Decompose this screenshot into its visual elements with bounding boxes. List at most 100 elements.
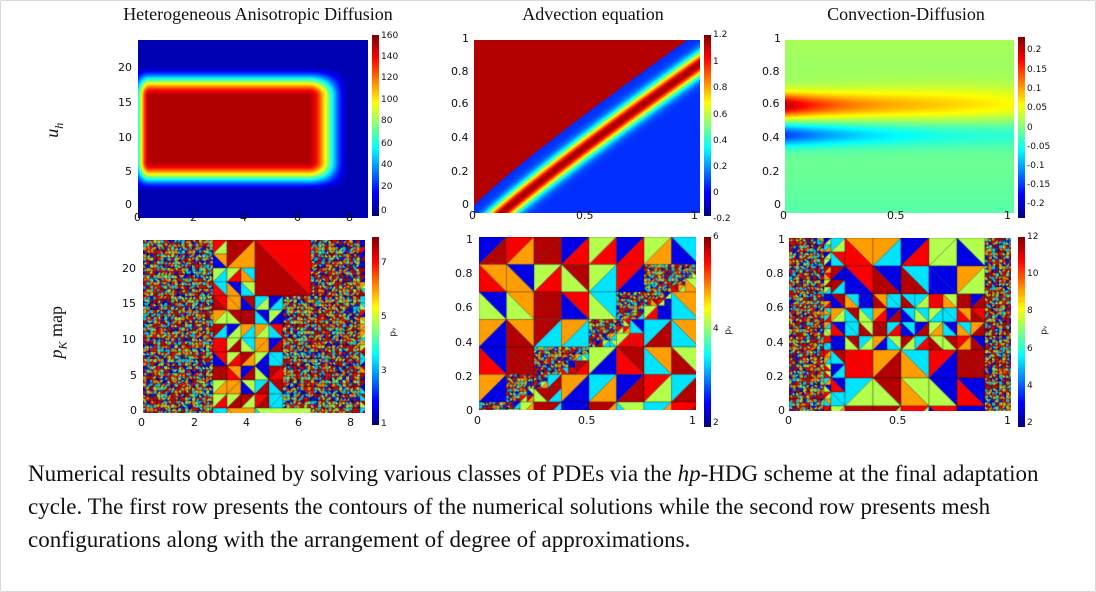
y-tick: 0.2 <box>451 165 469 178</box>
y-tick: 0.2 <box>762 165 780 178</box>
y-tick: 5 <box>125 165 132 178</box>
convection-p-map-plot <box>789 238 1011 411</box>
x-tick: 6 <box>294 211 301 224</box>
cb1-tick: 60 <box>381 139 393 149</box>
y-tick: 0.2 <box>455 370 473 383</box>
cb2-tick: 1.2 <box>713 30 728 40</box>
x-tick: 4 <box>243 416 250 429</box>
cb1-tick: 100 <box>381 95 399 105</box>
cb6-tick: 2 <box>1027 418 1033 428</box>
column-title-advection: Advection equation <box>522 4 664 24</box>
x-tick: 6 <box>295 416 302 429</box>
y-tick: 1 <box>466 233 473 246</box>
y-tick: 20 <box>122 262 136 275</box>
x-tick: 0.5 <box>578 414 596 427</box>
cb3-tick: 0.1 <box>1027 84 1042 94</box>
x-tick: 8 <box>347 416 354 429</box>
x-tick: 1 <box>691 209 698 222</box>
x-tick: 0 <box>138 416 145 429</box>
cb3-tick: 0.05 <box>1027 103 1048 113</box>
x-tick: 1 <box>1004 209 1011 222</box>
cb6-tick: 4 <box>1027 381 1033 391</box>
y-tick: 0.8 <box>762 65 780 78</box>
y-tick: 0.6 <box>766 301 784 314</box>
y-tick: 0.4 <box>762 131 780 144</box>
cb3-tick: 0 <box>1027 123 1033 133</box>
y-tick: 1 <box>462 32 469 45</box>
cb3-tick: -0.15 <box>1027 180 1051 190</box>
y-tick: 15 <box>118 96 132 109</box>
x-tick: 8 <box>346 211 353 224</box>
cb1-tick: 120 <box>381 73 399 83</box>
cb2-tick: 0.8 <box>713 83 728 93</box>
advection-p-map-plot <box>479 237 696 410</box>
cb2-tick: 1 <box>713 57 719 67</box>
y-tick: 0.4 <box>766 336 784 349</box>
cb1-tick: 0 <box>381 206 387 216</box>
convection-solution-plot <box>785 40 1014 213</box>
row-label-p-map: pK map <box>45 306 70 359</box>
cb6-tick: 8 <box>1027 306 1033 316</box>
y-tick: 10 <box>118 131 132 144</box>
x-tick: 0 <box>785 414 792 427</box>
y-tick: 1 <box>774 32 781 45</box>
x-tick: 0.5 <box>887 209 905 222</box>
advection-solution-plot <box>474 40 700 213</box>
y-tick: 0.6 <box>451 97 469 110</box>
convection-solution-colorbar <box>1018 37 1025 218</box>
cb3-tick: -0.1 <box>1027 161 1045 171</box>
x-tick: 0 <box>134 211 141 224</box>
cb6-tick: 6 <box>1027 344 1033 354</box>
x-tick: 2 <box>190 211 197 224</box>
y-tick: 0.2 <box>766 370 784 383</box>
y-tick: 0.8 <box>455 267 473 280</box>
x-tick: 2 <box>191 416 198 429</box>
y-tick: 5 <box>130 369 137 382</box>
convection-p-colorbar <box>1018 237 1025 427</box>
x-tick: 0 <box>474 414 481 427</box>
cb2-tick: 0.6 <box>713 110 728 120</box>
cb1-tick: 160 <box>381 31 399 41</box>
cb5-tick: 2 <box>713 418 719 428</box>
cb6-tick: 12 <box>1027 232 1039 242</box>
y-tick: 0 <box>125 198 132 211</box>
y-tick: 0.6 <box>762 97 780 110</box>
diffusion-solution-plot <box>138 40 368 218</box>
y-tick: 0 <box>774 198 781 211</box>
advection-solution-colorbar <box>704 35 711 216</box>
figure-caption: Numerical results obtained by solving va… <box>28 461 1039 552</box>
x-tick: 1 <box>689 414 696 427</box>
diffusion-solution-colorbar <box>372 35 379 216</box>
cb4-tick: 3 <box>381 366 387 376</box>
cb2-tick: 0.2 <box>713 162 728 172</box>
cb2-tick: 0.4 <box>713 136 728 146</box>
y-tick: 10 <box>122 333 136 346</box>
y-tick: 0.6 <box>455 301 473 314</box>
cb5-tick: 6 <box>713 232 719 242</box>
x-tick: 0.5 <box>889 414 907 427</box>
x-tick: 0 <box>469 209 476 222</box>
cb1-tick: 40 <box>381 160 393 170</box>
cb1-tick: 20 <box>381 182 393 192</box>
cb5-tick: 4 <box>713 324 719 334</box>
cb2-tick: 0 <box>713 188 719 198</box>
cb4-label: pᵥ <box>388 327 399 337</box>
diffusion-p-colorbar <box>372 237 379 425</box>
x-tick: 1 <box>1004 414 1011 427</box>
cb6-tick: 10 <box>1027 269 1039 279</box>
y-tick: 0.4 <box>455 336 473 349</box>
advection-p-colorbar <box>704 237 711 427</box>
x-tick: 0.5 <box>576 209 594 222</box>
y-tick: 0 <box>778 404 785 417</box>
cb3-tick: 0.2 <box>1027 45 1042 55</box>
column-title-convection: Convection-Diffusion <box>827 4 985 24</box>
row-label-solution: uh <box>42 122 66 138</box>
cb1-tick: 140 <box>381 52 399 62</box>
cb5-label: pᵥ <box>723 325 734 335</box>
x-tick: 4 <box>240 211 247 224</box>
x-tick: 0 <box>780 209 787 222</box>
cb2-tick: -0.2 <box>713 214 731 224</box>
cb3-tick: -0.05 <box>1027 142 1051 152</box>
cb4-tick: 1 <box>381 419 387 429</box>
y-tick: 15 <box>122 297 136 310</box>
